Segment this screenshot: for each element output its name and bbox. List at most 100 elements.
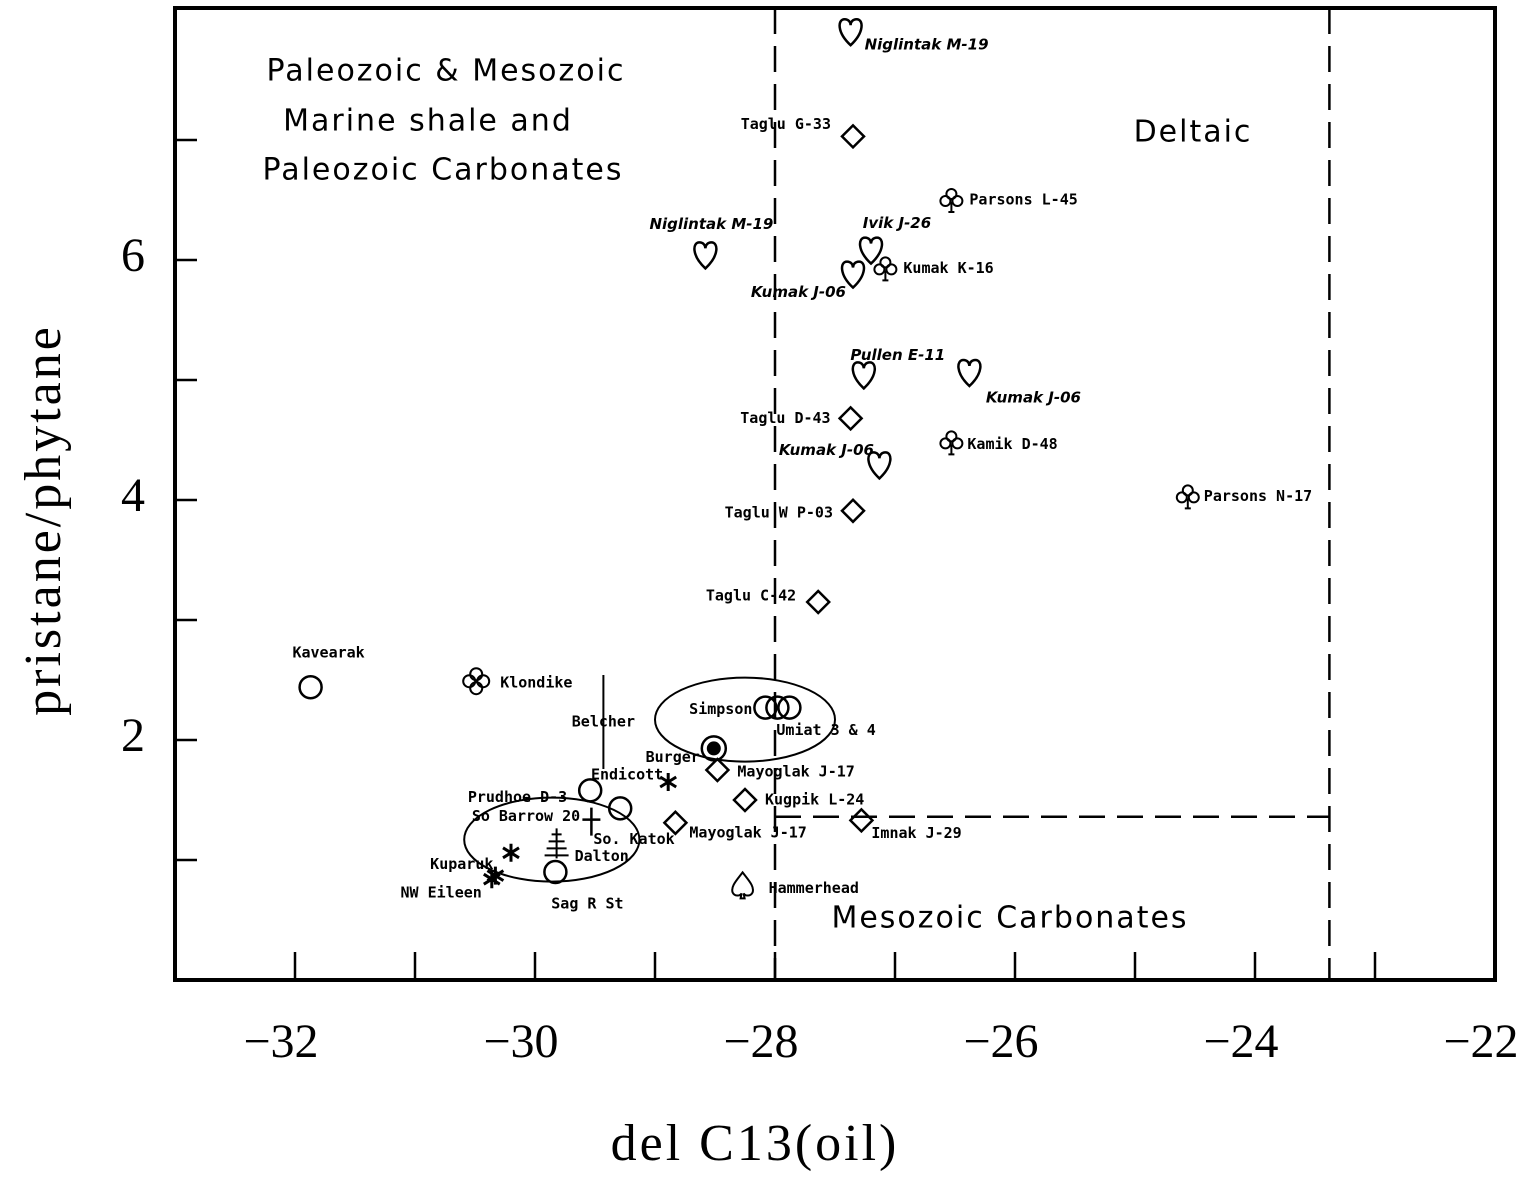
point-label: Kuparuk bbox=[430, 855, 493, 873]
y-tick-label: 4 bbox=[121, 469, 145, 522]
data-point bbox=[753, 695, 778, 720]
point-label: Kumak J-06 bbox=[779, 441, 874, 459]
point-label: NW Eileen bbox=[401, 884, 482, 902]
point-label: Hammerhead bbox=[769, 879, 859, 897]
point-label: Dalton bbox=[575, 847, 629, 865]
point-label: Parsons L-45 bbox=[969, 191, 1077, 209]
data-point bbox=[851, 361, 876, 391]
data-point bbox=[607, 796, 633, 821]
point-label: Parsons N-17 bbox=[1204, 487, 1312, 505]
data-point bbox=[502, 843, 520, 862]
marker-part bbox=[765, 695, 790, 720]
marker-part bbox=[582, 807, 601, 836]
point-label: Burger bbox=[646, 748, 700, 766]
marker-part bbox=[662, 810, 689, 836]
marker-part bbox=[1175, 491, 1188, 504]
data-point bbox=[957, 358, 982, 388]
marker-part bbox=[607, 796, 633, 821]
data-point bbox=[867, 451, 892, 481]
point-label: Sag R St bbox=[551, 895, 623, 913]
marker-part bbox=[951, 437, 964, 450]
x-tick-label: −32 bbox=[243, 1015, 318, 1068]
x-tick-label: −22 bbox=[1443, 1015, 1518, 1068]
data-point bbox=[1175, 484, 1200, 510]
x-tick-label: −28 bbox=[723, 1015, 798, 1068]
data-point bbox=[543, 859, 568, 885]
point-label: Taglu W P-03 bbox=[725, 503, 833, 521]
marker-part bbox=[882, 270, 889, 282]
marker-part bbox=[879, 256, 892, 269]
data-point bbox=[840, 260, 866, 290]
marker-part bbox=[948, 444, 955, 456]
point-label: Kamik D-48 bbox=[967, 435, 1057, 453]
point-label: Taglu D-43 bbox=[740, 409, 830, 427]
point-label: Endicott bbox=[591, 766, 663, 784]
region-label: Marine shale and bbox=[283, 104, 573, 139]
marker-part bbox=[753, 695, 778, 720]
data-point bbox=[939, 188, 964, 213]
point-label: Imnak J-29 bbox=[871, 824, 961, 842]
marker-part bbox=[476, 674, 491, 689]
marker-part bbox=[577, 778, 603, 803]
data-point bbox=[848, 807, 875, 834]
marker-part bbox=[706, 741, 721, 756]
marker-part bbox=[483, 870, 501, 889]
marker-part bbox=[469, 681, 484, 696]
point-label: Mayoglak J-17 bbox=[689, 823, 806, 841]
point-label: Taglu G-33 bbox=[741, 115, 831, 133]
marker-part bbox=[840, 123, 866, 150]
marker-part bbox=[945, 430, 958, 443]
marker-part bbox=[873, 263, 886, 276]
data-point bbox=[939, 430, 964, 456]
data-point bbox=[731, 870, 754, 900]
point-label: Mayoglak J-17 bbox=[737, 763, 854, 781]
marker-part bbox=[543, 859, 568, 885]
y-tick-label: 2 bbox=[121, 709, 145, 762]
marker-part bbox=[838, 17, 863, 47]
x-tick-label: −30 bbox=[483, 1015, 558, 1068]
marker-part bbox=[700, 735, 728, 762]
data-point bbox=[858, 236, 884, 266]
data-point bbox=[837, 405, 864, 432]
data-point bbox=[873, 256, 898, 282]
data-point bbox=[765, 695, 790, 720]
point-label: Belcher bbox=[572, 713, 635, 731]
region-label: Mesozoic Carbonates bbox=[831, 901, 1188, 936]
data-point bbox=[659, 773, 677, 791]
point-label: So. Katok bbox=[593, 830, 674, 848]
marker-part bbox=[659, 773, 677, 791]
y-tick-label: 6 bbox=[121, 229, 145, 282]
marker-part bbox=[957, 358, 982, 388]
marker-part bbox=[945, 188, 958, 200]
marker-part bbox=[837, 405, 864, 432]
data-point bbox=[483, 870, 501, 889]
data-point bbox=[298, 674, 323, 700]
data-point bbox=[462, 667, 491, 696]
marker-part bbox=[805, 589, 831, 615]
region-label: Deltaic bbox=[1134, 115, 1253, 150]
point-label: So Barrow 20 bbox=[472, 807, 580, 825]
point-label: Kumak J-06 bbox=[751, 283, 846, 301]
marker-part bbox=[502, 843, 520, 862]
x-tick-label: −26 bbox=[963, 1015, 1038, 1068]
group-ellipse bbox=[654, 676, 836, 763]
data-point bbox=[582, 807, 601, 836]
point-label: Simpson bbox=[689, 700, 752, 718]
point-label: Taglu C-42 bbox=[706, 587, 796, 605]
marker-part bbox=[462, 674, 477, 689]
point-label: Umiat 3 & 4 bbox=[776, 721, 875, 739]
point-label: Niglintak M-19 bbox=[649, 215, 773, 233]
marker-part bbox=[693, 241, 718, 271]
data-point bbox=[693, 241, 718, 271]
region-label: Paleozoic Carbonates bbox=[262, 153, 623, 188]
marker-part bbox=[867, 451, 892, 481]
marker-part bbox=[298, 674, 323, 700]
marker-part bbox=[939, 195, 952, 207]
marker-part bbox=[848, 807, 875, 834]
point-label: Kavearak bbox=[292, 644, 364, 662]
point-label: Klondike bbox=[500, 674, 572, 692]
data-point bbox=[840, 123, 866, 150]
marker-part bbox=[1187, 491, 1200, 504]
marker-part bbox=[840, 260, 866, 290]
data-point bbox=[700, 735, 728, 762]
